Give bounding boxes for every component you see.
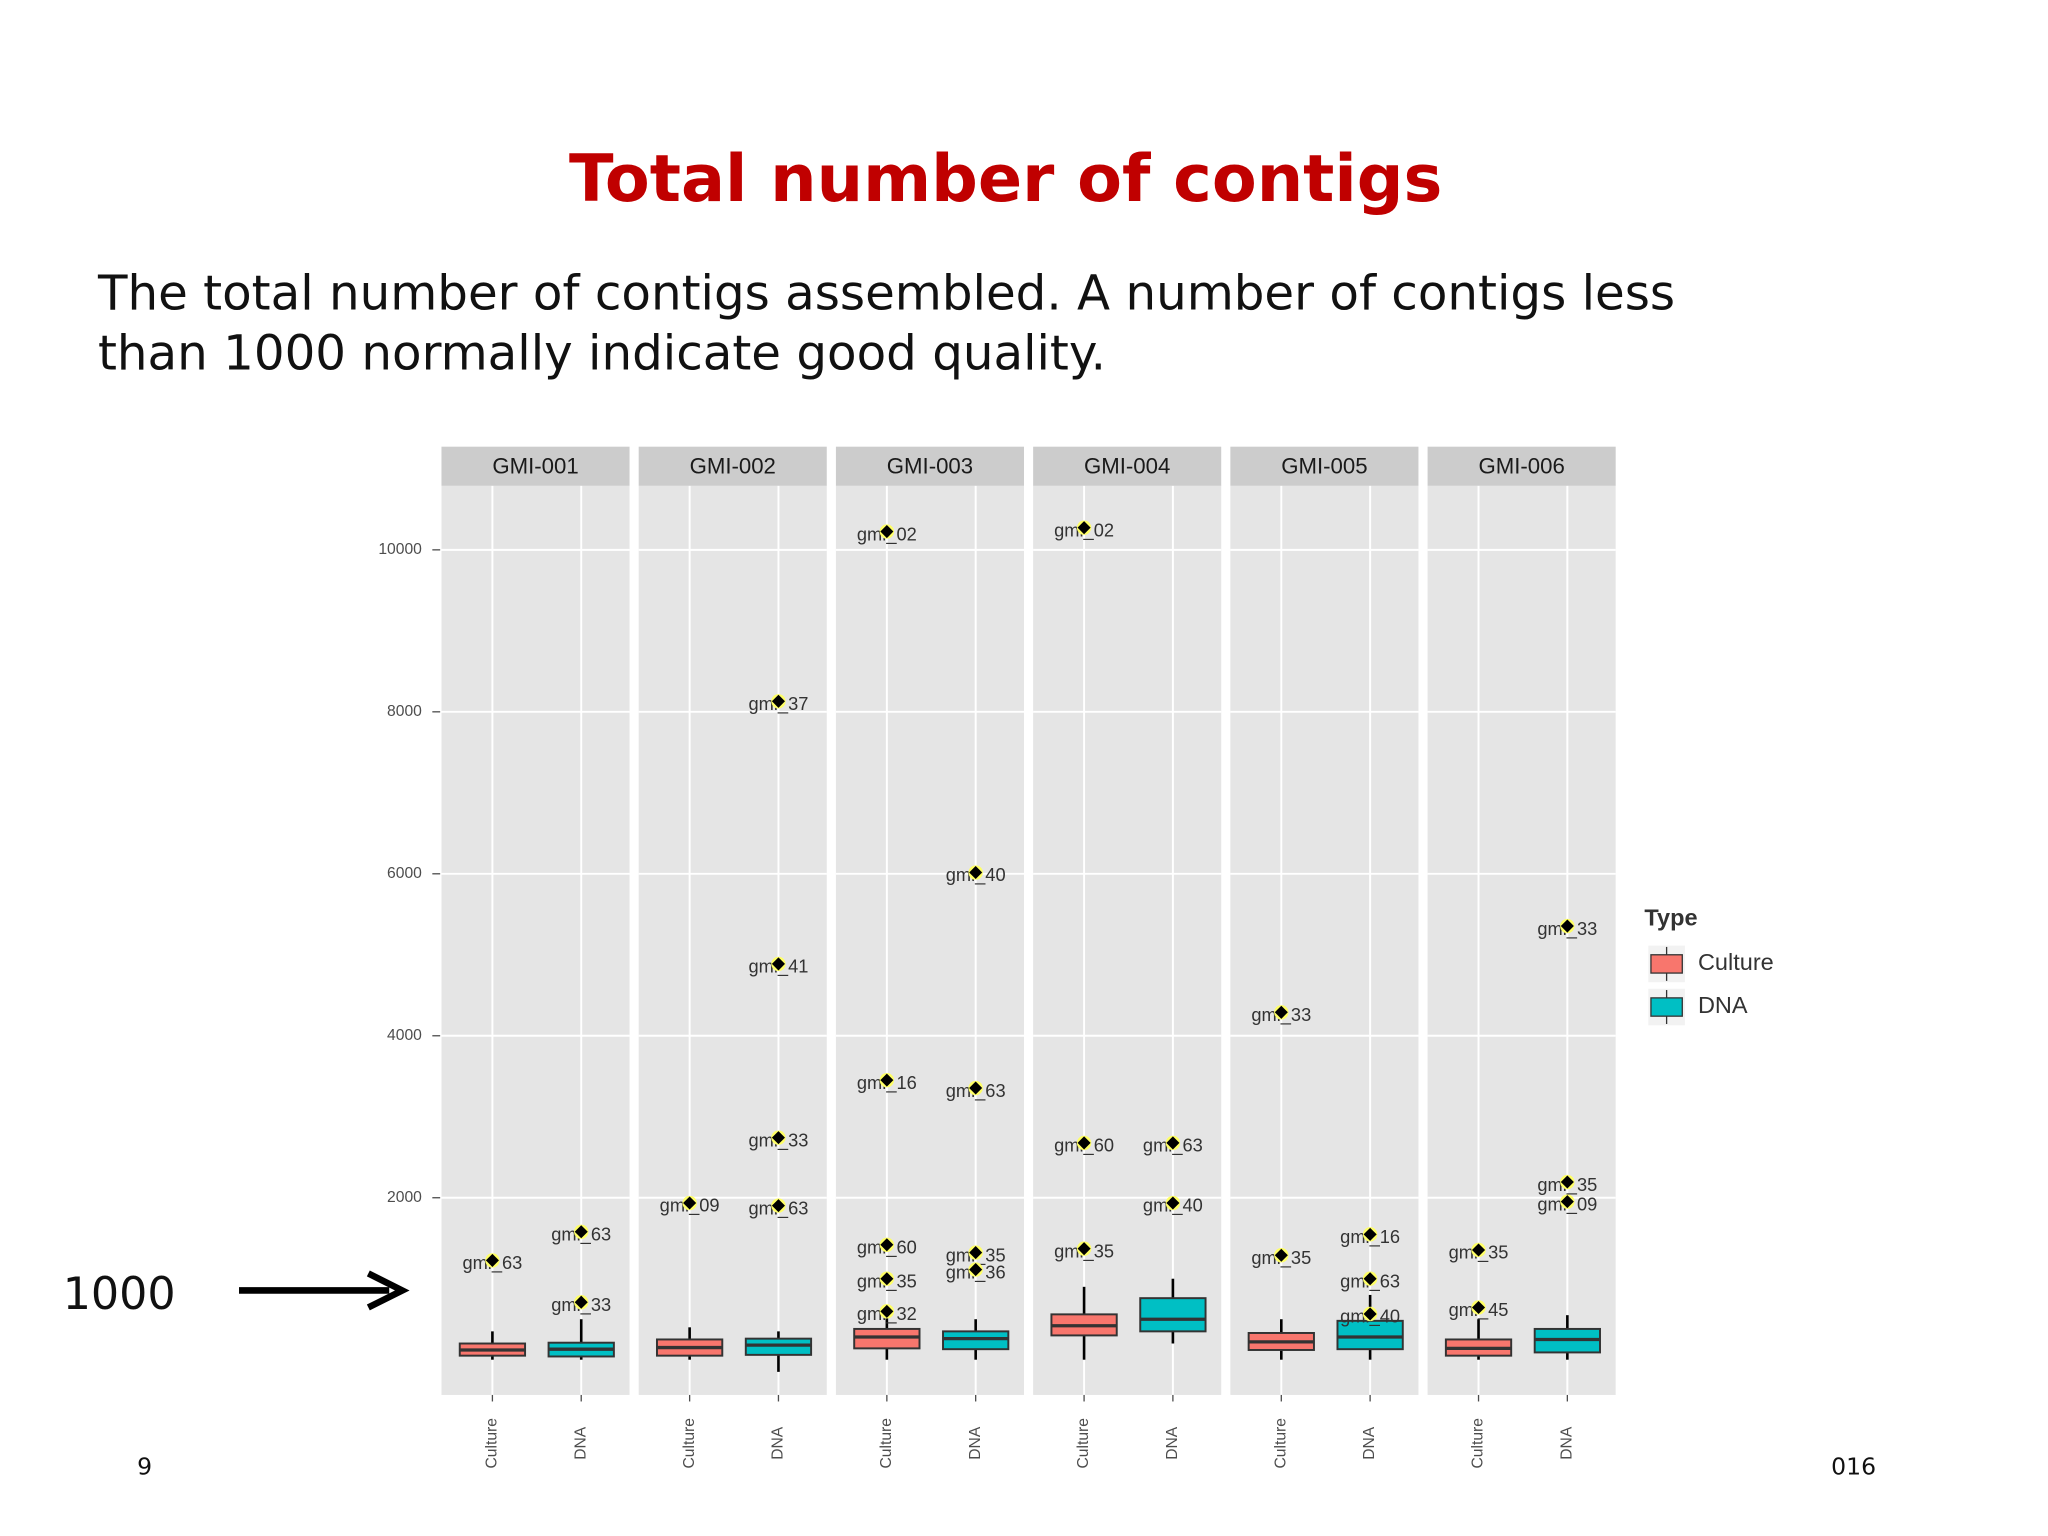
page-number: 9 (137, 1453, 152, 1481)
outlier (1363, 1272, 1377, 1286)
outlier (683, 1196, 697, 1210)
strip (638, 446, 827, 486)
box (1139, 1297, 1207, 1333)
x-tick-label: DNA (1164, 1426, 1181, 1460)
x-tick-label: Culture (1470, 1418, 1487, 1469)
outlier (771, 1199, 785, 1213)
legend-key (1650, 997, 1683, 1017)
facet-title: GMI-004 (1084, 453, 1170, 478)
outlier (969, 865, 983, 880)
body-text: The total number of contigs assembled. A… (97, 265, 1675, 321)
facet-title: GMI-001 (492, 453, 578, 478)
outlier (771, 1131, 785, 1145)
chart: 200040006000800010000GMI-001gmi_63Cultur… (378, 446, 1774, 1469)
annotation: 1000 (63, 1269, 176, 1320)
x-tick-label: Culture (484, 1418, 501, 1469)
panel (1427, 485, 1616, 1395)
facet-title: GMI-002 (690, 453, 776, 478)
panel (638, 485, 827, 1395)
outlier (1077, 521, 1091, 535)
panel (1033, 485, 1222, 1395)
legend-label: DNA (1698, 992, 1748, 1018)
panel (835, 485, 1024, 1395)
x-tick-label: DNA (572, 1426, 589, 1460)
outlier (1472, 1300, 1486, 1315)
outlier (771, 694, 785, 708)
x-tick-label: Culture (878, 1418, 895, 1469)
outlier (880, 525, 894, 539)
footer: 016 (1831, 1453, 1876, 1481)
x-tick-label: Culture (1075, 1418, 1092, 1469)
strip (835, 446, 1024, 486)
strip (1230, 446, 1419, 486)
outlier (1274, 1248, 1288, 1262)
outlier (880, 1238, 894, 1252)
slide-title: Total number of contigs (569, 141, 1442, 217)
legend-label: Culture (1698, 949, 1774, 975)
y-tick-label: 8000 (387, 703, 422, 720)
panel (1230, 485, 1419, 1395)
legend-title: Type (1644, 905, 1697, 931)
outlier (969, 1263, 983, 1277)
x-tick-label: Culture (1272, 1418, 1289, 1469)
facet-title: GMI-003 (887, 453, 973, 478)
y-tick-label: 6000 (387, 865, 422, 882)
y-tick-label: 2000 (387, 1189, 422, 1206)
facet-title: GMI-006 (1478, 453, 1564, 478)
legend-key (1650, 954, 1683, 974)
y-tick-label: 10000 (378, 541, 422, 558)
x-tick-label: DNA (1361, 1426, 1378, 1460)
x-tick-label: DNA (770, 1426, 787, 1460)
strip (1427, 446, 1616, 486)
outlier (880, 1272, 894, 1286)
outlier (969, 1081, 983, 1095)
strip (441, 446, 630, 486)
outlier (1077, 1136, 1091, 1150)
outlier (880, 1073, 894, 1087)
facet-title: GMI-005 (1281, 453, 1367, 478)
body-text: than 1000 normally indicate good quality… (98, 326, 1106, 382)
panel (441, 485, 630, 1395)
x-tick-label: DNA (967, 1426, 984, 1460)
strip (1033, 446, 1222, 486)
outlier (771, 957, 785, 971)
outlier (485, 1253, 499, 1267)
x-tick-label: DNA (1558, 1426, 1575, 1460)
outlier (1077, 1242, 1091, 1256)
x-tick-label: Culture (681, 1418, 698, 1469)
arrow-head (366, 1270, 410, 1311)
y-tick-label: 4000 (387, 1027, 422, 1044)
